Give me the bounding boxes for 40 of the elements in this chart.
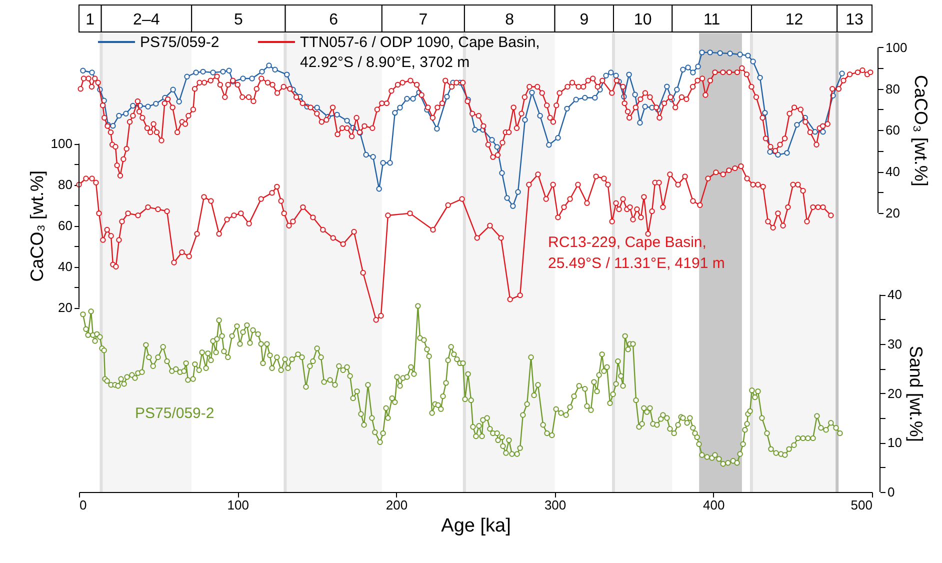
x-tick-label: 400 <box>703 498 725 512</box>
y-tick-label: 60 <box>58 218 72 234</box>
y-tick-label: 100 <box>50 136 72 152</box>
x-axis-title: Age [ka] <box>441 516 511 536</box>
band-label: 8 <box>505 12 514 28</box>
text: 13 <box>846 12 864 28</box>
x-tick-label: 0 <box>80 498 87 512</box>
text: 9 <box>580 12 589 28</box>
y3-tick-label: 0 <box>888 484 895 500</box>
legend-label: PS75/059-2 <box>140 34 220 51</box>
x-tick-label: 300 <box>544 498 566 512</box>
band-label: 10 <box>634 12 652 28</box>
series-label: PS75/059-2 <box>135 405 214 422</box>
text: 7 <box>418 12 428 28</box>
text: 5 <box>234 12 243 28</box>
x-tick-label: 200 <box>386 498 408 512</box>
legend-label: TTN057-6 / ODP 1090, Cape Basin, 42.92°S / 8.90°E, 3702 m <box>300 34 540 71</box>
y3-axis-title: Sand [wt.%] <box>906 346 926 442</box>
y3-tick-label: 40 <box>888 287 902 302</box>
band-label: 6 <box>329 12 338 28</box>
y3-tick-label: 30 <box>888 336 902 352</box>
y2-axis-title: CaCO₃ [wt.%] <box>911 74 932 186</box>
band-label: 12 <box>785 12 804 28</box>
text: 11 <box>704 12 720 28</box>
y2-tick-label: 80 <box>886 81 900 96</box>
y3-tick-label: 20 <box>888 386 902 401</box>
y3-tick-label: 10 <box>888 435 902 450</box>
y2-tick-label: 20 <box>886 205 900 220</box>
x-tick-label: 100 <box>227 498 249 512</box>
y-tick-label: 20 <box>58 300 72 316</box>
text: 1 <box>86 12 95 28</box>
band-label: 2–4 <box>133 12 160 28</box>
x-tick-label: 500 <box>850 498 872 512</box>
series-label: RC13-229, Cape Basin, 25.49°S / 11.31°E, 4191 m <box>548 234 725 272</box>
y-tick-label: 80 <box>58 177 72 192</box>
y-axis-title: CaCO₃ [wt.%] <box>26 170 47 282</box>
y-tick-label: 40 <box>58 259 72 274</box>
y2-tick-label: 40 <box>886 164 900 180</box>
y2-tick-label: 100 <box>886 40 908 55</box>
y2-tick-label: 60 <box>886 122 900 138</box>
